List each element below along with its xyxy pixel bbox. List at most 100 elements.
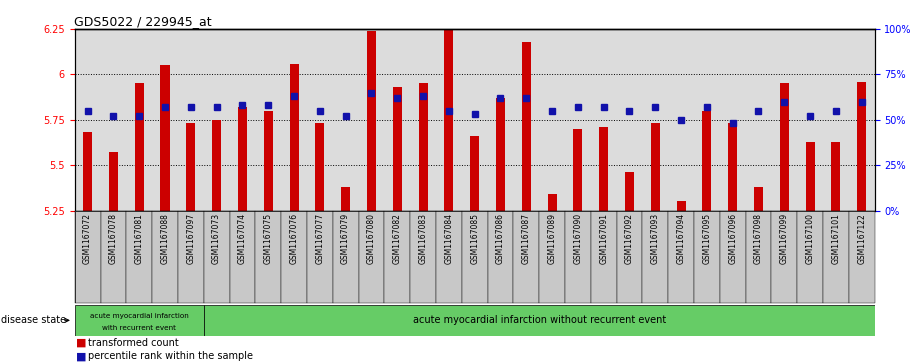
- Bar: [617, 211, 642, 303]
- Text: percentile rank within the sample: percentile rank within the sample: [88, 351, 253, 362]
- Text: acute myocardial infarction without recurrent event: acute myocardial infarction without recu…: [413, 315, 666, 325]
- Bar: [522, 42, 531, 211]
- Bar: [849, 211, 875, 303]
- Bar: [496, 98, 505, 211]
- Bar: [418, 83, 427, 211]
- Bar: [212, 120, 221, 211]
- Text: GSM1167072: GSM1167072: [83, 213, 92, 264]
- Bar: [599, 127, 609, 211]
- Bar: [204, 211, 230, 303]
- Text: ■: ■: [76, 351, 87, 362]
- Text: transformed count: transformed count: [88, 338, 179, 348]
- Text: GSM1167122: GSM1167122: [857, 213, 866, 264]
- Bar: [668, 211, 694, 303]
- Bar: [857, 82, 866, 211]
- Bar: [384, 211, 410, 303]
- Bar: [780, 83, 789, 211]
- Bar: [100, 211, 127, 303]
- Text: GSM1167076: GSM1167076: [290, 213, 299, 264]
- Bar: [83, 132, 92, 211]
- Bar: [823, 211, 849, 303]
- Text: GSM1167097: GSM1167097: [187, 213, 195, 264]
- Bar: [702, 111, 711, 211]
- Bar: [565, 211, 590, 303]
- Bar: [677, 201, 686, 211]
- Bar: [75, 211, 100, 303]
- Text: disease state: disease state: [1, 315, 66, 325]
- Bar: [642, 211, 668, 303]
- Bar: [625, 172, 634, 211]
- Bar: [290, 64, 299, 211]
- Bar: [367, 31, 376, 211]
- Text: GSM1167084: GSM1167084: [445, 213, 454, 264]
- Bar: [127, 211, 152, 303]
- Bar: [745, 211, 772, 303]
- Bar: [152, 211, 178, 303]
- Text: GDS5022 / 229945_at: GDS5022 / 229945_at: [74, 15, 211, 28]
- Bar: [160, 65, 169, 211]
- Bar: [178, 211, 204, 303]
- Bar: [75, 211, 875, 303]
- Bar: [204, 305, 875, 336]
- Bar: [410, 211, 436, 303]
- Text: GSM1167091: GSM1167091: [599, 213, 609, 264]
- Bar: [307, 211, 333, 303]
- Bar: [462, 211, 487, 303]
- Bar: [75, 305, 204, 336]
- Bar: [573, 129, 582, 211]
- Bar: [805, 142, 814, 211]
- Bar: [333, 211, 359, 303]
- Bar: [359, 211, 384, 303]
- Bar: [720, 211, 745, 303]
- Text: GSM1167085: GSM1167085: [470, 213, 479, 264]
- Text: GSM1167100: GSM1167100: [805, 213, 814, 264]
- Bar: [539, 211, 565, 303]
- Bar: [445, 11, 454, 211]
- Bar: [513, 211, 539, 303]
- Text: GSM1167092: GSM1167092: [625, 213, 634, 264]
- Bar: [109, 152, 118, 211]
- Text: GSM1167095: GSM1167095: [702, 213, 711, 264]
- Bar: [470, 136, 479, 211]
- Text: GSM1167083: GSM1167083: [418, 213, 427, 264]
- Bar: [238, 107, 247, 211]
- Bar: [694, 211, 720, 303]
- Text: ■: ■: [76, 338, 87, 348]
- Text: GSM1167094: GSM1167094: [677, 213, 686, 264]
- Bar: [230, 211, 255, 303]
- Bar: [341, 187, 350, 211]
- Text: GSM1167077: GSM1167077: [315, 213, 324, 264]
- Bar: [281, 211, 307, 303]
- Text: GSM1167082: GSM1167082: [393, 213, 402, 264]
- FancyArrowPatch shape: [65, 318, 69, 322]
- Text: acute myocardial infarction: acute myocardial infarction: [90, 313, 189, 319]
- Bar: [548, 194, 557, 211]
- Text: GSM1167080: GSM1167080: [367, 213, 376, 264]
- Bar: [315, 123, 324, 211]
- Text: GSM1167078: GSM1167078: [109, 213, 118, 264]
- Bar: [393, 87, 402, 211]
- Bar: [135, 83, 144, 211]
- Text: GSM1167075: GSM1167075: [263, 213, 272, 264]
- Bar: [487, 211, 513, 303]
- Text: GSM1167096: GSM1167096: [728, 213, 737, 264]
- Bar: [754, 187, 763, 211]
- Bar: [650, 123, 660, 211]
- Bar: [590, 211, 617, 303]
- Text: GSM1167073: GSM1167073: [212, 213, 221, 264]
- Bar: [772, 211, 797, 303]
- Text: GSM1167093: GSM1167093: [650, 213, 660, 264]
- Text: GSM1167088: GSM1167088: [160, 213, 169, 264]
- Text: GSM1167090: GSM1167090: [573, 213, 582, 264]
- Bar: [797, 211, 823, 303]
- Text: GSM1167101: GSM1167101: [832, 213, 840, 264]
- Text: GSM1167074: GSM1167074: [238, 213, 247, 264]
- Text: GSM1167098: GSM1167098: [754, 213, 763, 264]
- Bar: [186, 123, 195, 211]
- Bar: [728, 123, 737, 211]
- Bar: [263, 111, 272, 211]
- Text: GSM1167089: GSM1167089: [548, 213, 557, 264]
- Bar: [436, 211, 462, 303]
- Text: GSM1167081: GSM1167081: [135, 213, 144, 264]
- Text: GSM1167087: GSM1167087: [522, 213, 531, 264]
